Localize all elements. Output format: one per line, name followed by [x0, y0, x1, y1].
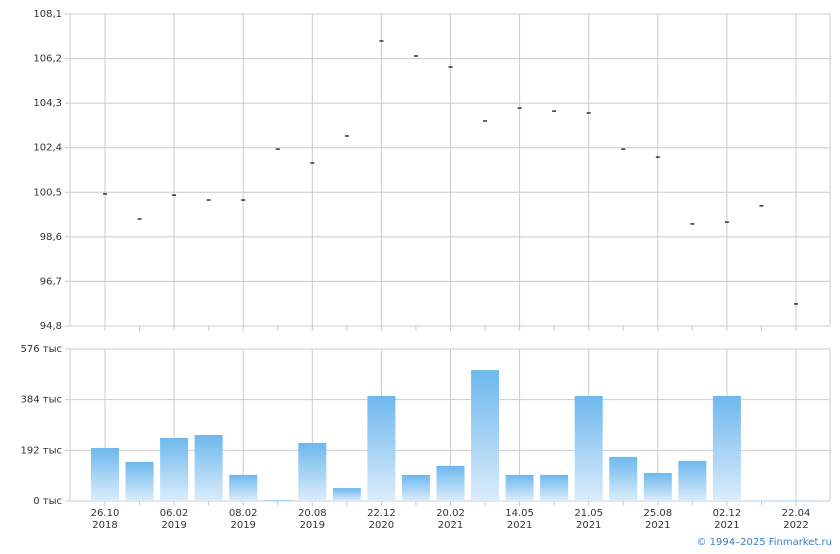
- volume-bar: [712, 395, 741, 501]
- y-tick-label: 192 тыс: [21, 445, 62, 456]
- volume-bar: [643, 473, 672, 501]
- volume-bar: [471, 370, 500, 501]
- y-tick-label: 100,5: [33, 187, 62, 198]
- x-tick-label: 2019: [161, 520, 186, 531]
- copyright: © 1994–2025 Finmarket.ru: [696, 537, 832, 548]
- volume-bar: [229, 474, 258, 501]
- y-tick-label: 98,6: [40, 232, 62, 243]
- y-tick-label: 576 тыс: [21, 344, 62, 355]
- volume-bar: [505, 474, 534, 501]
- x-tick-label: 06.02: [160, 508, 189, 519]
- volume-bar: [91, 447, 119, 501]
- x-tick-label: 2020: [369, 520, 394, 531]
- volume-bar: [160, 437, 189, 501]
- x-tick-label: 21.05: [574, 508, 603, 519]
- x-tick-label: 20.08: [298, 508, 327, 519]
- volume-bar: [263, 499, 292, 501]
- x-tick-label: 02.12: [713, 508, 742, 519]
- volume-bar: [298, 442, 327, 501]
- x-tick-label: 2021: [576, 520, 601, 531]
- volume-bar: [678, 460, 707, 501]
- y-tick-label: 384 тыс: [21, 395, 62, 406]
- volume-bar: [782, 500, 810, 501]
- x-tick-label: 22.04: [782, 508, 811, 519]
- x-tick-label: 14.05: [505, 508, 534, 519]
- x-tick-label: 2021: [438, 520, 463, 531]
- y-tick-label: 94,8: [40, 321, 62, 332]
- volume-bar: [540, 474, 569, 501]
- y-tick-label: 0 тыс: [33, 496, 62, 507]
- x-tick-label: 2021: [645, 520, 670, 531]
- volume-bar: [367, 395, 396, 501]
- y-tick-label: 96,7: [40, 276, 62, 287]
- x-tick-label: 08.02: [229, 508, 258, 519]
- x-tick-label: 2019: [230, 520, 255, 531]
- x-tick-label: 2021: [507, 520, 532, 531]
- volume-bar: [125, 461, 154, 501]
- y-tick-label: 102,4: [33, 143, 62, 154]
- volume-bar: [574, 395, 603, 501]
- volume-bar: [747, 500, 776, 501]
- x-tick-label: 22.12: [367, 508, 396, 519]
- x-tick-label: 20.02: [436, 508, 465, 519]
- x-tick-label: 2019: [300, 520, 325, 531]
- volume-bar: [436, 465, 465, 501]
- x-tick-label: 26.10: [91, 508, 120, 519]
- volume-bar: [401, 474, 430, 501]
- x-tick-label: 25.08: [643, 508, 672, 519]
- y-tick-label: 106,2: [33, 54, 62, 65]
- x-tick-label: 2022: [783, 520, 808, 531]
- x-tick-label: 2018: [92, 520, 117, 531]
- x-tick-label: 2021: [714, 520, 739, 531]
- y-tick-label: 104,3: [33, 98, 62, 109]
- y-tick-label: 108,1: [33, 9, 62, 20]
- volume-bar: [194, 435, 223, 501]
- volume-bar: [609, 456, 638, 501]
- volume-bar: [332, 488, 361, 501]
